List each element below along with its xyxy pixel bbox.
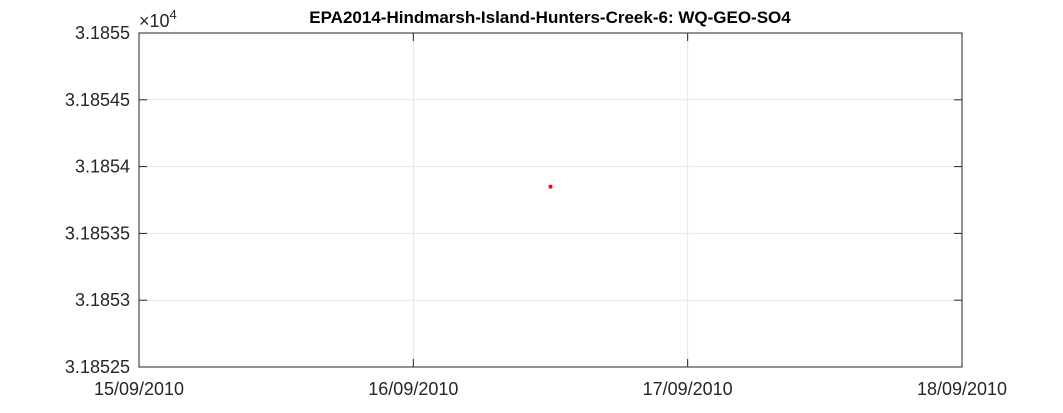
plot-area [139, 33, 962, 367]
y-tick-label: 3.1853 [75, 290, 130, 310]
y-tick-label: 3.18535 [65, 223, 130, 243]
y-tick-label: 3.18545 [65, 90, 130, 110]
plot-frame [138, 32, 963, 368]
data-point [548, 184, 553, 189]
y-multiplier-base: ×10 [139, 11, 170, 31]
y-tick-label: 3.1855 [75, 23, 130, 43]
y-multiplier-exponent: 4 [170, 7, 177, 22]
x-tick-labels: 15/09/2010 16/09/2010 17/09/2010 18/09/2010 [94, 379, 1007, 399]
y-tick-label: 3.18525 [65, 357, 130, 377]
x-tick-label: 17/09/2010 [643, 379, 733, 399]
y-multiplier: ×104 [139, 7, 177, 31]
chart-title: EPA2014-Hindmarsh-Island-Hunters-Creek-6… [309, 8, 791, 27]
x-tick-label: 18/09/2010 [917, 379, 1007, 399]
y-tick-labels: 3.18525 3.1853 3.18535 3.1854 3.18545 3.1855 [65, 23, 130, 377]
x-tick-label: 15/09/2010 [94, 379, 184, 399]
data-points [548, 184, 553, 189]
y-tick-label: 3.1854 [75, 157, 130, 177]
x-tick-label: 16/09/2010 [368, 379, 458, 399]
